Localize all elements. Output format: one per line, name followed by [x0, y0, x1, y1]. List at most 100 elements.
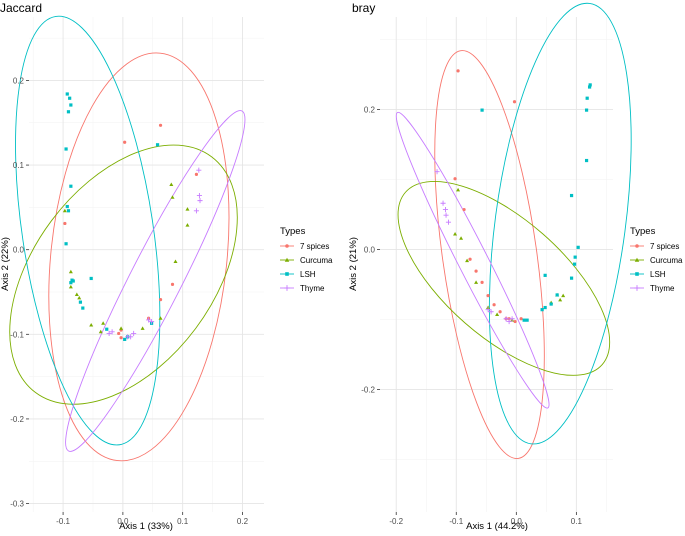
- legend-key-marker: [634, 257, 640, 262]
- jaccard-axes: -0.1 0.0 0.1 0.2 -0.3 -0.2 -0.1 0.0 0.1 0.2: [10, 76, 248, 526]
- jaccard-y-tick-label: 0.2: [13, 76, 25, 85]
- jaccard-point-lsh: [89, 276, 93, 281]
- jaccard-legend: Types 7 spices Curcuma LSH Thyme: [280, 226, 333, 293]
- bray-point-7-spices: [453, 177, 457, 181]
- bray-x-tick-label: 0.0: [511, 517, 523, 526]
- bray-point-lsh: [569, 193, 574, 198]
- jaccard-point-curcuma: [185, 207, 190, 211]
- bray-point-7-spices: [456, 69, 460, 73]
- jaccard-title: Jaccard: [0, 1, 42, 15]
- bray-point-curcuma: [453, 232, 458, 236]
- legend-label: Thyme: [300, 284, 325, 293]
- jaccard-point-curcuma: [170, 195, 175, 199]
- jaccard-x-tick-label: 0.1: [177, 517, 189, 526]
- jaccard-point-curcuma: [68, 284, 73, 289]
- legend-label: LSH: [300, 270, 316, 279]
- bray-point-curcuma: [474, 280, 479, 284]
- jaccard-point-lsh: [65, 204, 69, 209]
- jaccard-point-thyme: [196, 192, 202, 199]
- jaccard-point-curcuma: [185, 223, 190, 227]
- bray-y-tick-label: 0.0: [364, 245, 376, 254]
- legend-item-curcuma: Curcuma: [630, 256, 683, 265]
- jaccard-point-lsh: [68, 96, 72, 100]
- bray-point-curcuma: [495, 312, 500, 317]
- bray-points: [434, 69, 592, 325]
- bray-ellipse-7-spices: [434, 50, 545, 459]
- bray-point-thyme: [503, 316, 509, 322]
- jaccard-point-lsh: [65, 92, 69, 96]
- jaccard-legend-items: 7 spices Curcuma LSH Thyme: [280, 242, 333, 293]
- legend-label: Curcuma: [300, 256, 333, 265]
- bray-ellipse-lsh: [488, 2, 632, 445]
- bray-legend-items: 7 spices Curcuma LSH Thyme: [630, 242, 683, 293]
- bray-point-lsh: [549, 302, 553, 306]
- bray-point-7-spices: [492, 303, 496, 307]
- legend-label: Curcuma: [650, 256, 683, 265]
- jaccard-point-7-spices: [170, 282, 175, 286]
- legend-item-7-spices: 7 spices: [630, 242, 679, 251]
- bray-point-thyme: [443, 212, 449, 218]
- bray-y-tick-label: 0.2: [364, 105, 376, 114]
- jaccard-point-lsh: [69, 103, 73, 107]
- bray-point-lsh: [587, 85, 592, 89]
- legend-item-curcuma: Curcuma: [280, 256, 333, 265]
- bray-point-7-spices: [513, 319, 517, 324]
- jaccard-ellipses: [9, 15, 246, 462]
- bray-point-7-spices: [468, 257, 472, 261]
- legend-key-marker: [635, 272, 639, 276]
- bray-x-tick-label: -0.1: [449, 517, 463, 526]
- jaccard-point-lsh: [66, 209, 71, 213]
- bray-ellipses: [395, 2, 632, 459]
- jaccard-point-thyme: [149, 319, 155, 325]
- bray-point-thyme: [442, 206, 449, 213]
- legend-item-lsh: LSH: [630, 270, 666, 279]
- bray-point-lsh: [572, 262, 577, 266]
- jaccard-point-lsh: [81, 306, 85, 310]
- bray-point-lsh: [588, 83, 592, 87]
- bray-legend-title: Types: [630, 226, 656, 237]
- legend-item-lsh: LSH: [280, 270, 316, 279]
- bray-point-thyme: [485, 307, 491, 313]
- jaccard-panel: -0.1 0.0 0.1 0.2 -0.3 -0.2 -0.1 0.0 0.1 0.2 Jacca…: [0, 1, 264, 532]
- bray-x-tick-label: -0.2: [389, 517, 403, 526]
- bray-point-lsh: [543, 273, 547, 277]
- jaccard-point-lsh: [69, 281, 73, 285]
- legend-item-thyme: Thyme: [630, 284, 675, 293]
- jaccard-point-curcuma: [89, 323, 94, 327]
- jaccard-y-tick-label: -0.2: [10, 415, 24, 424]
- jaccard-ellipse-lsh: [15, 15, 161, 446]
- jaccard-point-curcuma: [77, 295, 82, 300]
- legend-label: LSH: [650, 270, 666, 279]
- jaccard-y-tick-label: 0.1: [13, 161, 25, 170]
- bray-point-7-spices: [480, 280, 484, 284]
- jaccard-point-7-spices: [123, 140, 127, 144]
- jaccard-point-lsh: [71, 279, 75, 283]
- jaccard-point-7-spices: [158, 298, 163, 302]
- bray-point-7-spices: [486, 294, 490, 298]
- bray-title: bray: [352, 1, 375, 15]
- bray-point-7-spices: [462, 207, 466, 212]
- bray-point-lsh: [569, 276, 574, 280]
- bray-point-lsh: [576, 245, 580, 249]
- bray-point-lsh: [543, 305, 547, 310]
- jaccard-ellipse-7-spices: [48, 52, 230, 462]
- jaccard-point-lsh: [123, 337, 127, 341]
- bray-point-lsh: [480, 108, 484, 112]
- bray-point-thyme: [488, 309, 494, 315]
- jaccard-ellipse-curcuma: [9, 144, 238, 405]
- bray-axes: -0.2 -0.1 0.0 0.1 -0.2 0.0 0.2: [361, 105, 582, 526]
- jaccard-point-thyme: [128, 334, 134, 340]
- bray-ellipse-curcuma: [397, 180, 611, 376]
- jaccard-y-axis-label: Axis 2 (22%): [0, 237, 11, 291]
- bray-point-7-spices: [507, 317, 511, 321]
- bray-point-7-spices: [519, 317, 523, 321]
- bray-point-lsh: [585, 96, 589, 100]
- bray-point-lsh: [584, 158, 589, 163]
- legend-label: 7 spices: [650, 242, 679, 251]
- legend-key-marker: [634, 285, 640, 291]
- legend-key-marker: [284, 257, 290, 262]
- jaccard-point-7-spices: [194, 172, 199, 176]
- jaccard-point-thyme: [106, 330, 112, 337]
- bray-point-7-spices: [474, 269, 478, 273]
- bray-x-axis-label: Axis 1 (44.2%): [466, 521, 528, 532]
